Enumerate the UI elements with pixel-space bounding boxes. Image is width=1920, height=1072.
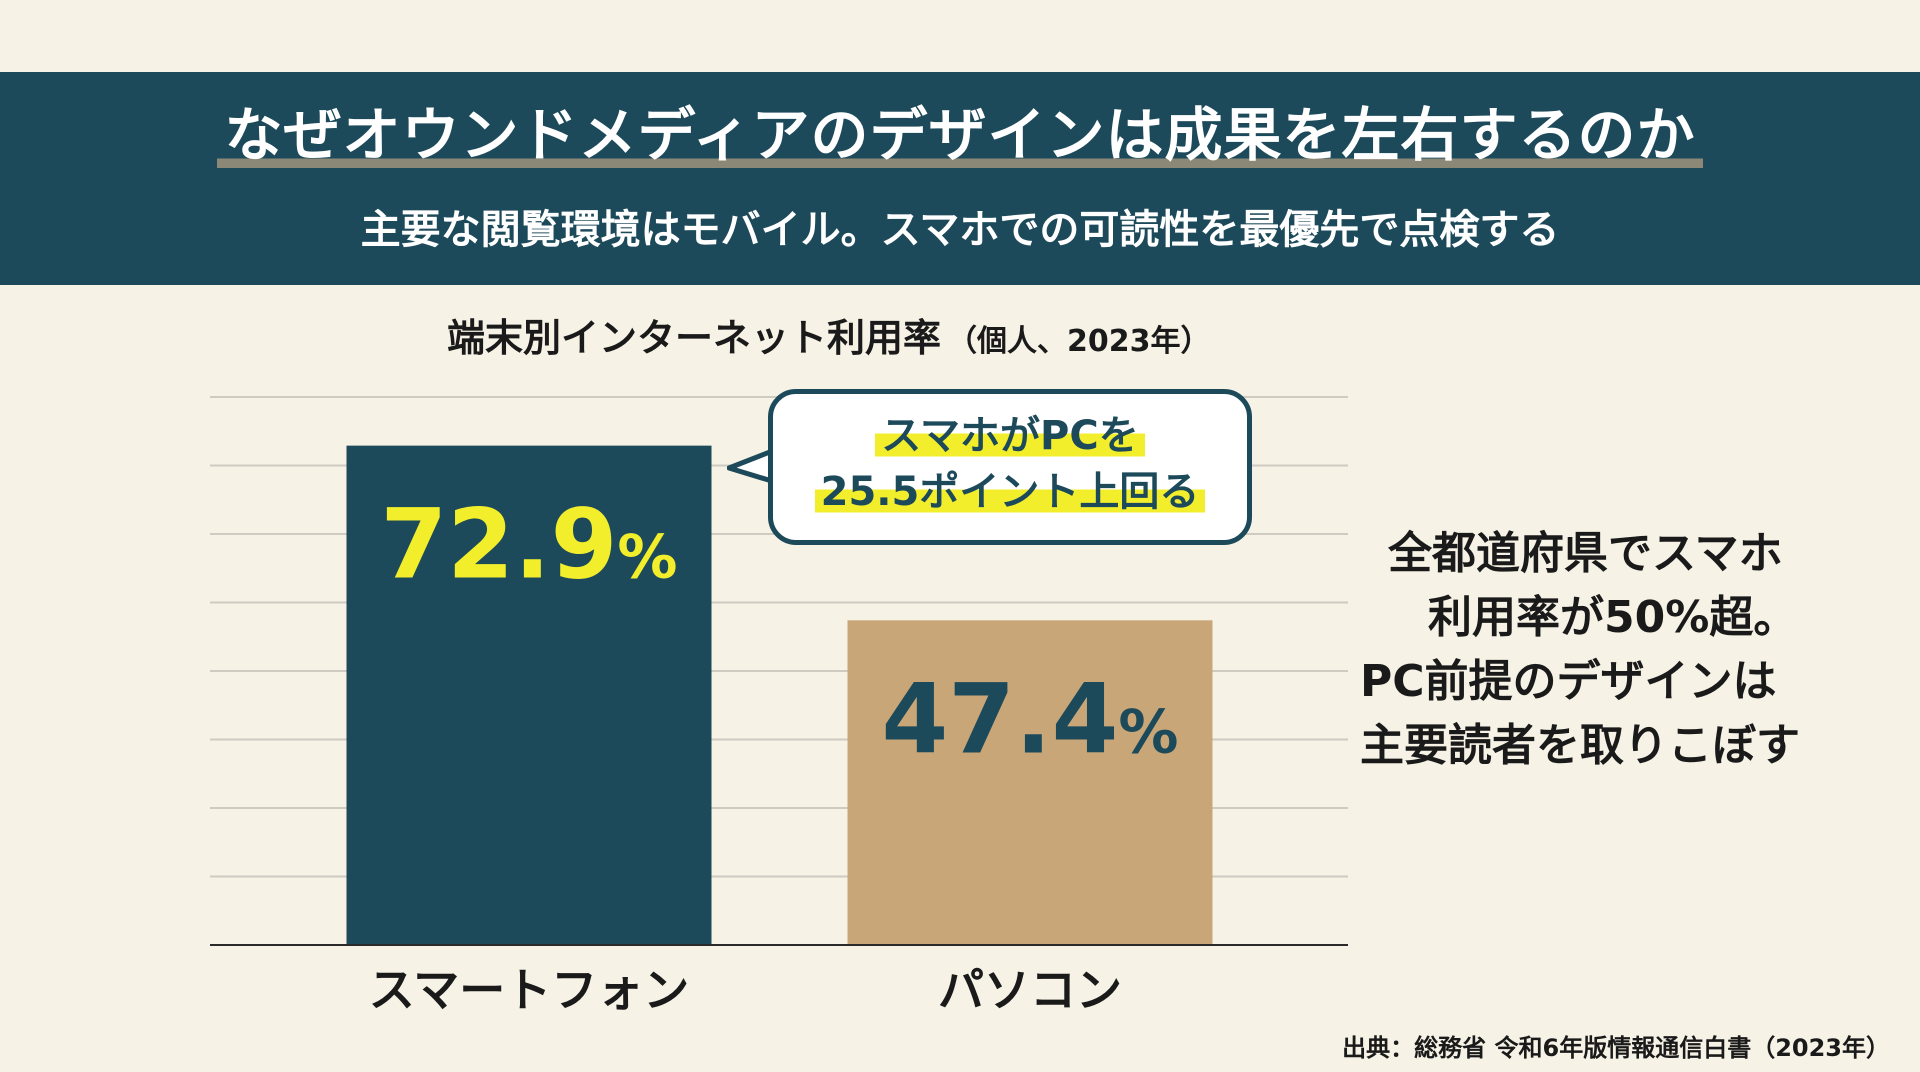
callout-line-2: 25.5ポイント上回る: [814, 469, 1206, 515]
header-title-wrap: なぜオウンドメディアのデザインは成果を左右するのか: [0, 96, 1920, 174]
side-note: 全都道府県でスマホ 利用率が50%超。 PC前提のデザインは 主要読者を取りこぼ…: [1360, 522, 1880, 778]
side-note-line-2: 利用率が50%超。: [1428, 592, 1798, 643]
chart-title: 端末別インターネット利用率 （個人、2023年）: [447, 313, 1211, 367]
bar-smartphone: [346, 445, 712, 945]
category-label: パソコン: [938, 963, 1122, 1017]
side-note-line-1: 全都道府県でスマホ: [1388, 528, 1783, 579]
chart-title-main: 端末別インターネット利用率: [447, 316, 942, 360]
page-title: なぜオウンドメディアのデザインは成果を左右するのか: [216, 96, 1704, 174]
bar-pc: [847, 620, 1213, 945]
callout-line-1: スマホがPCを: [875, 413, 1145, 459]
callout-bubble: スマホがPCを 25.5ポイント上回る: [768, 389, 1252, 545]
side-note-line-3: PC前提のデザインは: [1360, 656, 1777, 707]
chart-title-note: （個人、2023年）: [947, 324, 1211, 359]
bar-value-label: 47.4%: [882, 663, 1179, 775]
bar-value-label: 72.9%: [381, 489, 678, 601]
page-subtitle: 主要な閲覧環境はモバイル。スマホでの可読性を最優先で点検する: [360, 207, 1560, 253]
category-label: スマートフォン: [369, 963, 690, 1017]
side-note-line-4: 主要読者を取りこぼす: [1360, 720, 1800, 771]
source-note: 出典：総務省 令和6年版情報通信白書（2023年）: [1342, 1034, 1890, 1062]
